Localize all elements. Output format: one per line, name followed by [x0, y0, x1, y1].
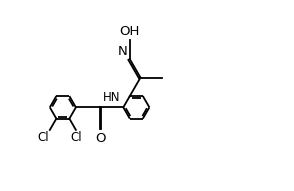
- Text: Cl: Cl: [70, 131, 82, 144]
- Text: Cl: Cl: [37, 131, 49, 144]
- Text: N: N: [118, 45, 128, 58]
- Text: O: O: [96, 132, 106, 145]
- Text: HN: HN: [103, 91, 120, 104]
- Text: OH: OH: [120, 25, 140, 38]
